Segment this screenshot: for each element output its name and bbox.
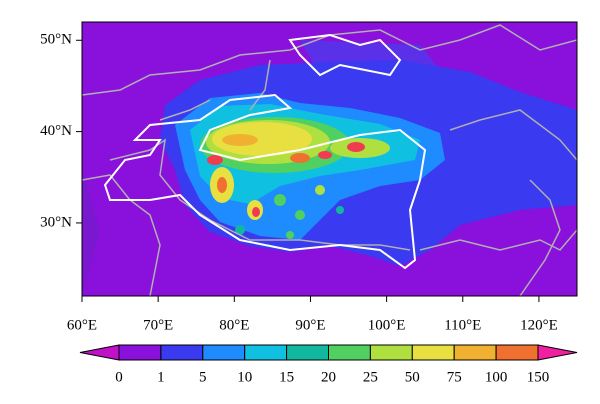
colorbar-box: [495, 344, 539, 361]
map-field: [82, 22, 577, 296]
colorbar-box: [160, 344, 204, 361]
contours: [103, 33, 427, 270]
field-region: [212, 122, 312, 156]
x-tick-label: 70°E: [143, 317, 173, 333]
colorbar-label: 150: [527, 369, 550, 385]
colorbar-box: [453, 344, 497, 361]
colorbar-label: 0: [115, 369, 123, 385]
colorbar-label: 20: [321, 369, 336, 385]
colorbar-box: [369, 344, 413, 361]
y-tick-label: 30°N: [40, 214, 72, 230]
colorbar-box: [286, 344, 330, 361]
colorbar-box: [202, 344, 246, 361]
colorbar-label: 100: [485, 369, 508, 385]
colorbar-label: 5: [199, 369, 207, 385]
colorbar-under: [79, 344, 120, 361]
colorbar-box: [244, 344, 288, 361]
y-tick-label: 50°N: [40, 32, 72, 48]
colorbar-box: [411, 344, 455, 361]
field-region: [82, 170, 100, 296]
colorbar-label: 10: [237, 369, 252, 385]
spots: [207, 134, 365, 239]
colorbar-label: 50: [405, 369, 420, 385]
colorbar-label: 1: [157, 369, 165, 385]
colorbar-label: 15: [279, 369, 294, 385]
colorbar-box: [328, 344, 371, 361]
colorbar-box: [118, 344, 162, 361]
x-tick-label: 90°E: [295, 317, 325, 333]
colorbar-label: 75: [447, 369, 462, 385]
x-tick-label: 110°E: [444, 317, 481, 333]
x-tick-label: 100°E: [368, 317, 406, 333]
colorbar-label: 25: [363, 369, 378, 385]
x-tick-label: 60°E: [67, 317, 97, 333]
y-tick-label: 40°N: [40, 123, 72, 139]
map-frame: [81, 21, 578, 297]
x-tick-label: 80°E: [219, 317, 249, 333]
x-tick-label: 120°E: [520, 317, 558, 333]
colorbar-over: [537, 344, 578, 361]
